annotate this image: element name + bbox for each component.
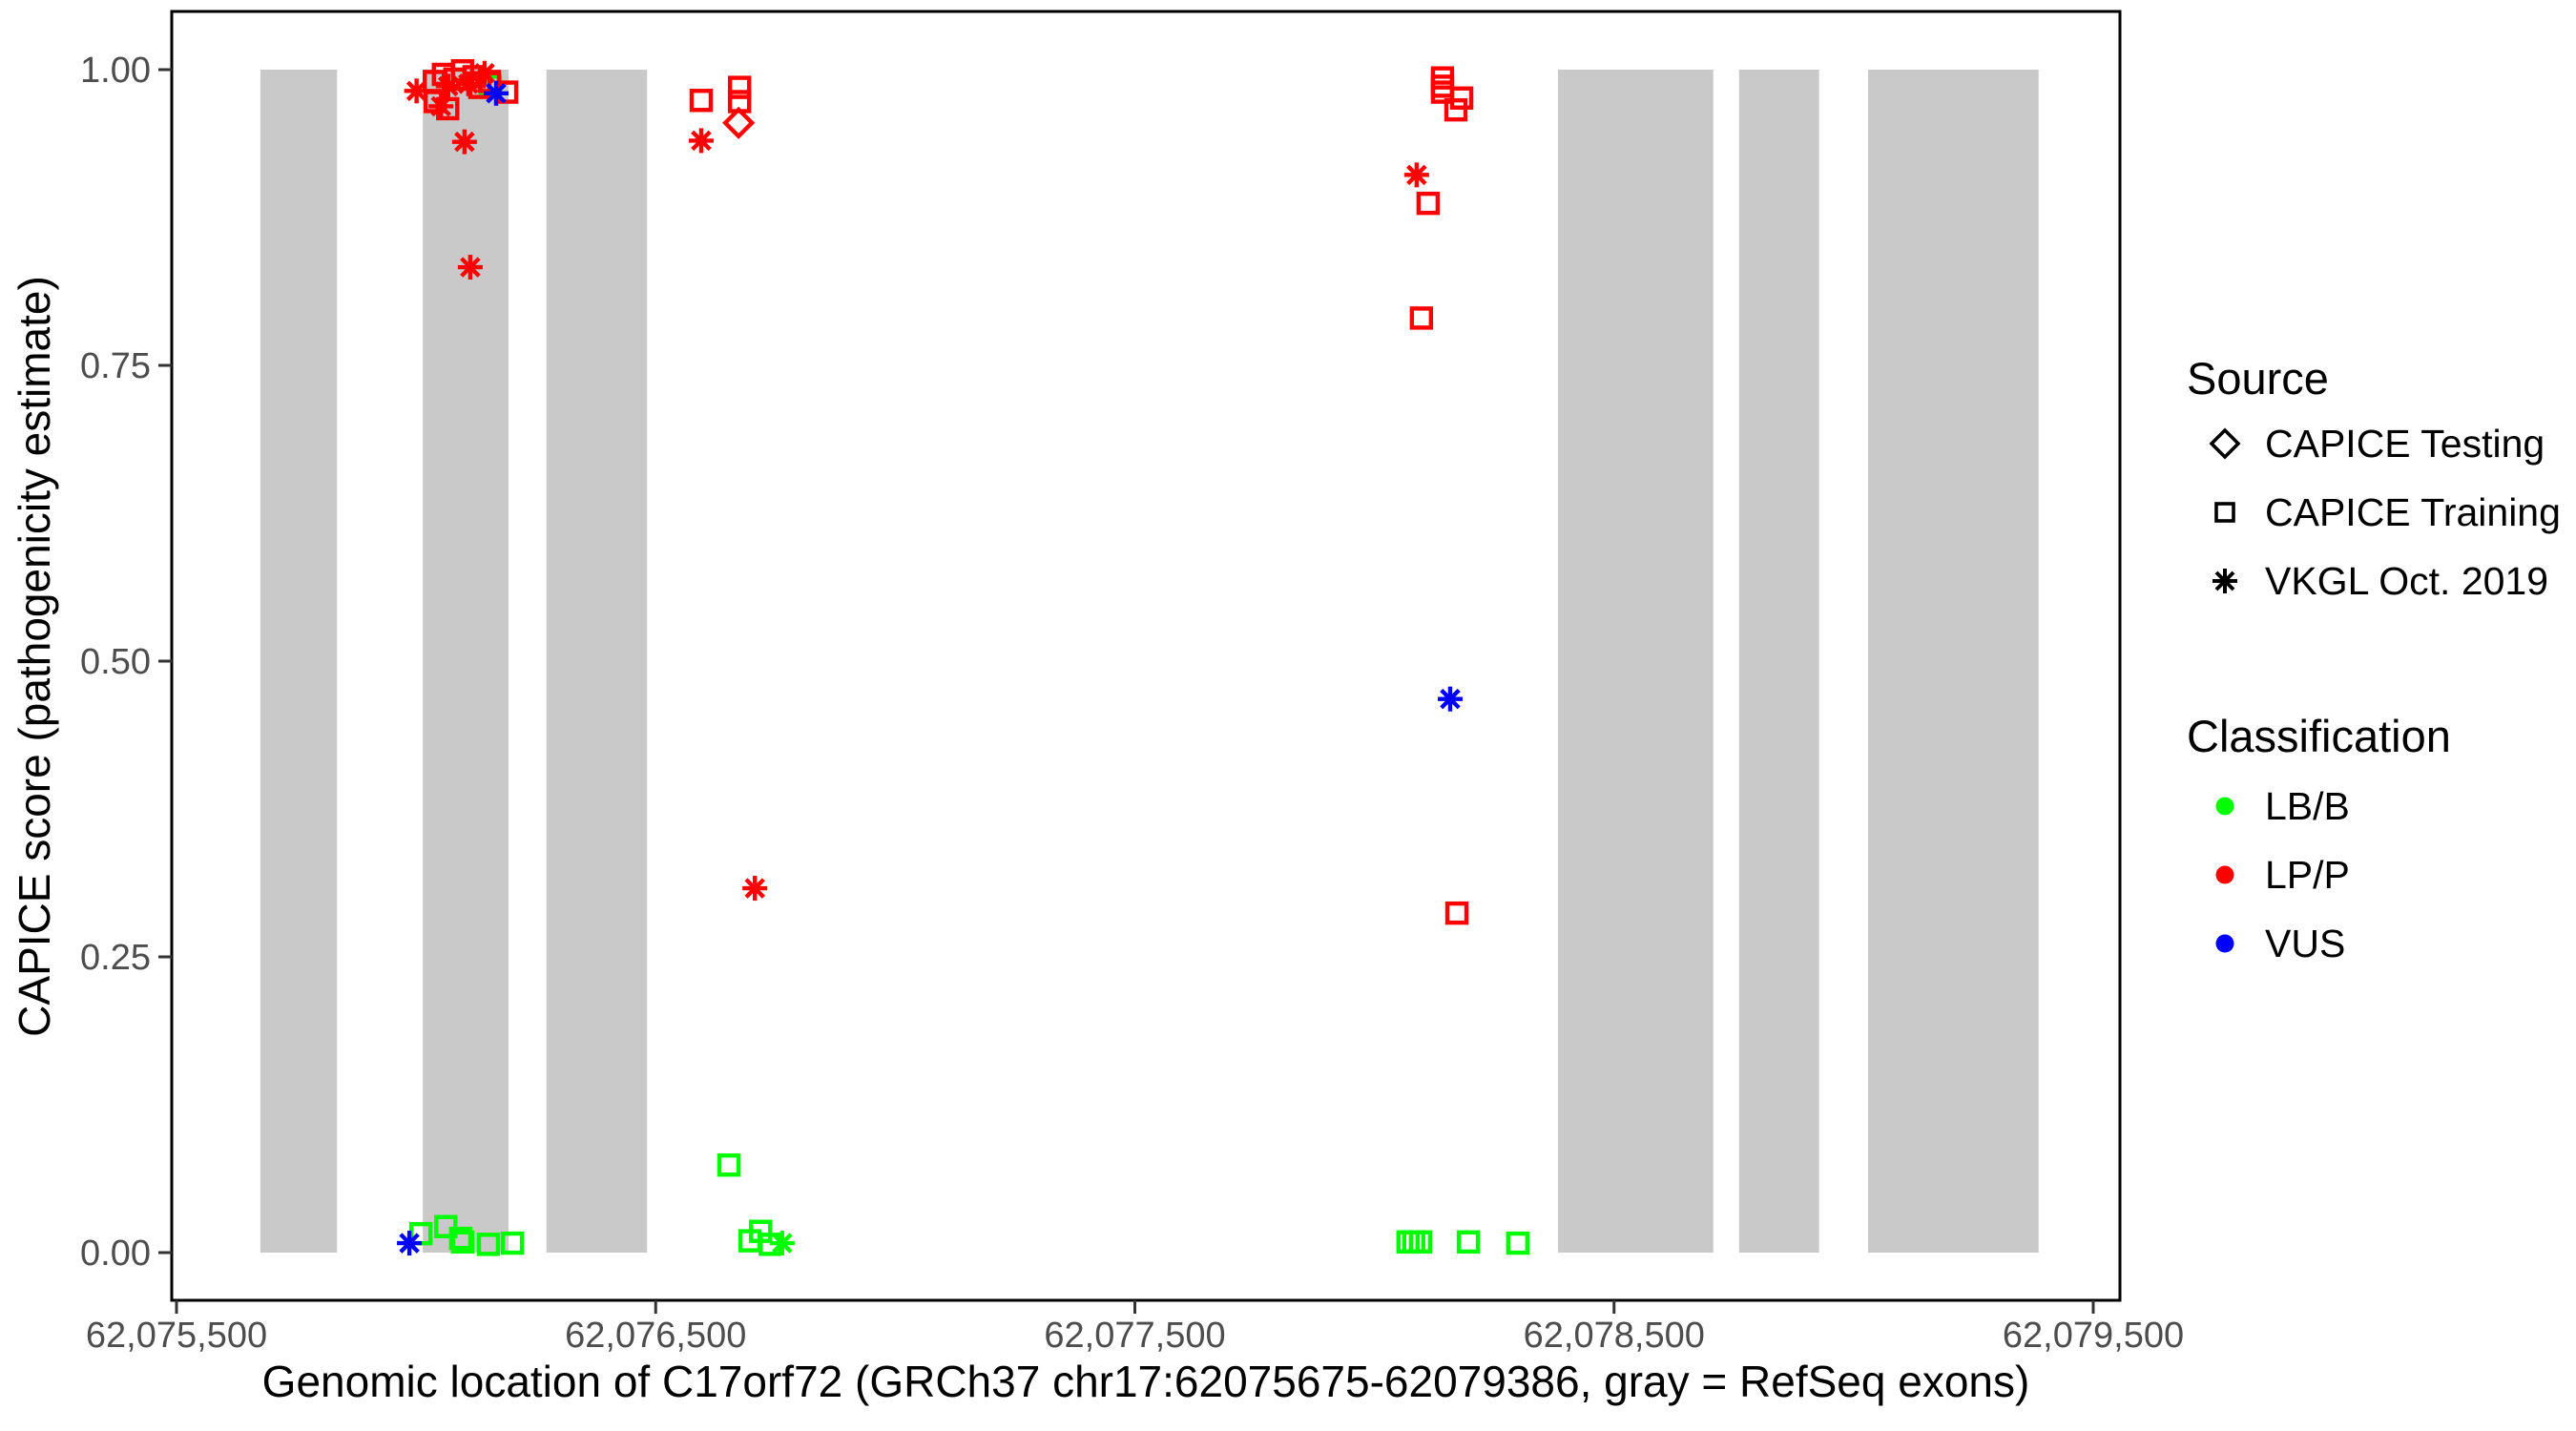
exon-bar — [260, 70, 338, 1253]
x-axis-tick-label: 62,079,500 — [2003, 1316, 2184, 1356]
legend-source-title: Source — [2187, 353, 2329, 404]
legend-item-vus: VUS — [2265, 922, 2345, 965]
y-axis-title: CAPICE score (pathogenicity estimate) — [10, 276, 59, 1037]
data-point-asterisk — [397, 1231, 423, 1256]
data-point-asterisk — [769, 1231, 795, 1256]
data-point-square — [1396, 1230, 1420, 1255]
x-axis-tick-label: 62,077,500 — [1044, 1316, 1225, 1356]
exon-bar — [1867, 70, 2039, 1253]
legend-item-vkgl: VKGL Oct. 2019 — [2265, 559, 2548, 603]
data-point-square — [1408, 1230, 1433, 1255]
data-point-asterisk — [457, 255, 483, 280]
data-points — [397, 59, 1529, 1256]
x-axis-title: Genomic location of C17orf72 (GRCh37 chr… — [262, 1357, 2030, 1406]
lpp-dot-icon — [2215, 865, 2234, 884]
data-point-square — [1449, 86, 1474, 110]
data-point-square — [434, 1214, 458, 1238]
data-point-square — [1456, 1230, 1481, 1255]
data-point-square — [1409, 306, 1434, 330]
diamond-icon — [2209, 427, 2241, 460]
data-point-square — [1444, 901, 1469, 925]
legend-item-lpp: LP/P — [2265, 853, 2350, 897]
lbb-dot-icon — [2215, 797, 2234, 816]
data-point-asterisk — [404, 78, 429, 104]
data-point-square — [500, 1231, 525, 1255]
data-point-asterisk — [451, 129, 477, 155]
square-icon — [2214, 502, 2235, 523]
data-point-diamond — [722, 106, 756, 139]
exon-bar — [546, 70, 648, 1253]
data-point-square — [1444, 97, 1468, 122]
data-point-square — [476, 1233, 501, 1256]
data-point-square — [450, 1230, 475, 1255]
exon-bar — [1557, 70, 1714, 1253]
y-axis-tick-label: 0.50 — [80, 642, 151, 682]
exon-bars — [260, 70, 2039, 1253]
y-axis-tick-label: 1.00 — [80, 51, 151, 91]
y-axis: 0.00 0.25 0.50 0.75 1.00 — [80, 51, 172, 1274]
plot-panel-border — [170, 10, 2122, 1302]
data-point-square — [436, 96, 460, 121]
y-axis-tick-label: 0.75 — [80, 346, 151, 386]
data-point-square — [1506, 1231, 1529, 1255]
legend-classification: Classification LB/B LP/P VUS — [2187, 711, 2451, 965]
exon-bar — [423, 70, 509, 1253]
asterisk-icon — [2212, 569, 2237, 593]
data-point-square — [1416, 191, 1441, 216]
legend-source: Source CAPICE Testing CAPICE Training VK… — [2187, 353, 2561, 603]
y-axis-tick-label: 0.00 — [80, 1234, 151, 1274]
data-point-square — [727, 75, 752, 99]
x-axis: 62,075,500 62,076,500 62,077,500 62,078,500… — [86, 1300, 2184, 1356]
data-point-square — [1402, 1230, 1426, 1255]
data-point-asterisk — [688, 128, 714, 154]
legend-classification-title: Classification — [2187, 711, 2451, 761]
data-point-square — [689, 89, 714, 113]
vus-dot-icon — [2215, 934, 2234, 953]
data-point-asterisk — [742, 876, 768, 902]
x-axis-tick-label: 62,075,500 — [86, 1316, 267, 1356]
legend-item-capice-testing: CAPICE Testing — [2265, 422, 2545, 466]
x-axis-tick-label: 62,078,500 — [1524, 1316, 1705, 1356]
legend-item-capice-training: CAPICE Training — [2265, 490, 2561, 534]
y-axis-tick-label: 0.25 — [80, 938, 151, 978]
legend-item-lbb: LB/B — [2265, 784, 2350, 828]
data-point-asterisk — [484, 80, 509, 106]
data-point-square — [717, 1153, 741, 1177]
x-axis-tick-label: 62,076,500 — [565, 1316, 746, 1356]
data-point-asterisk — [1403, 162, 1429, 188]
data-point-asterisk — [1437, 686, 1463, 712]
exon-bar — [1738, 70, 1819, 1253]
